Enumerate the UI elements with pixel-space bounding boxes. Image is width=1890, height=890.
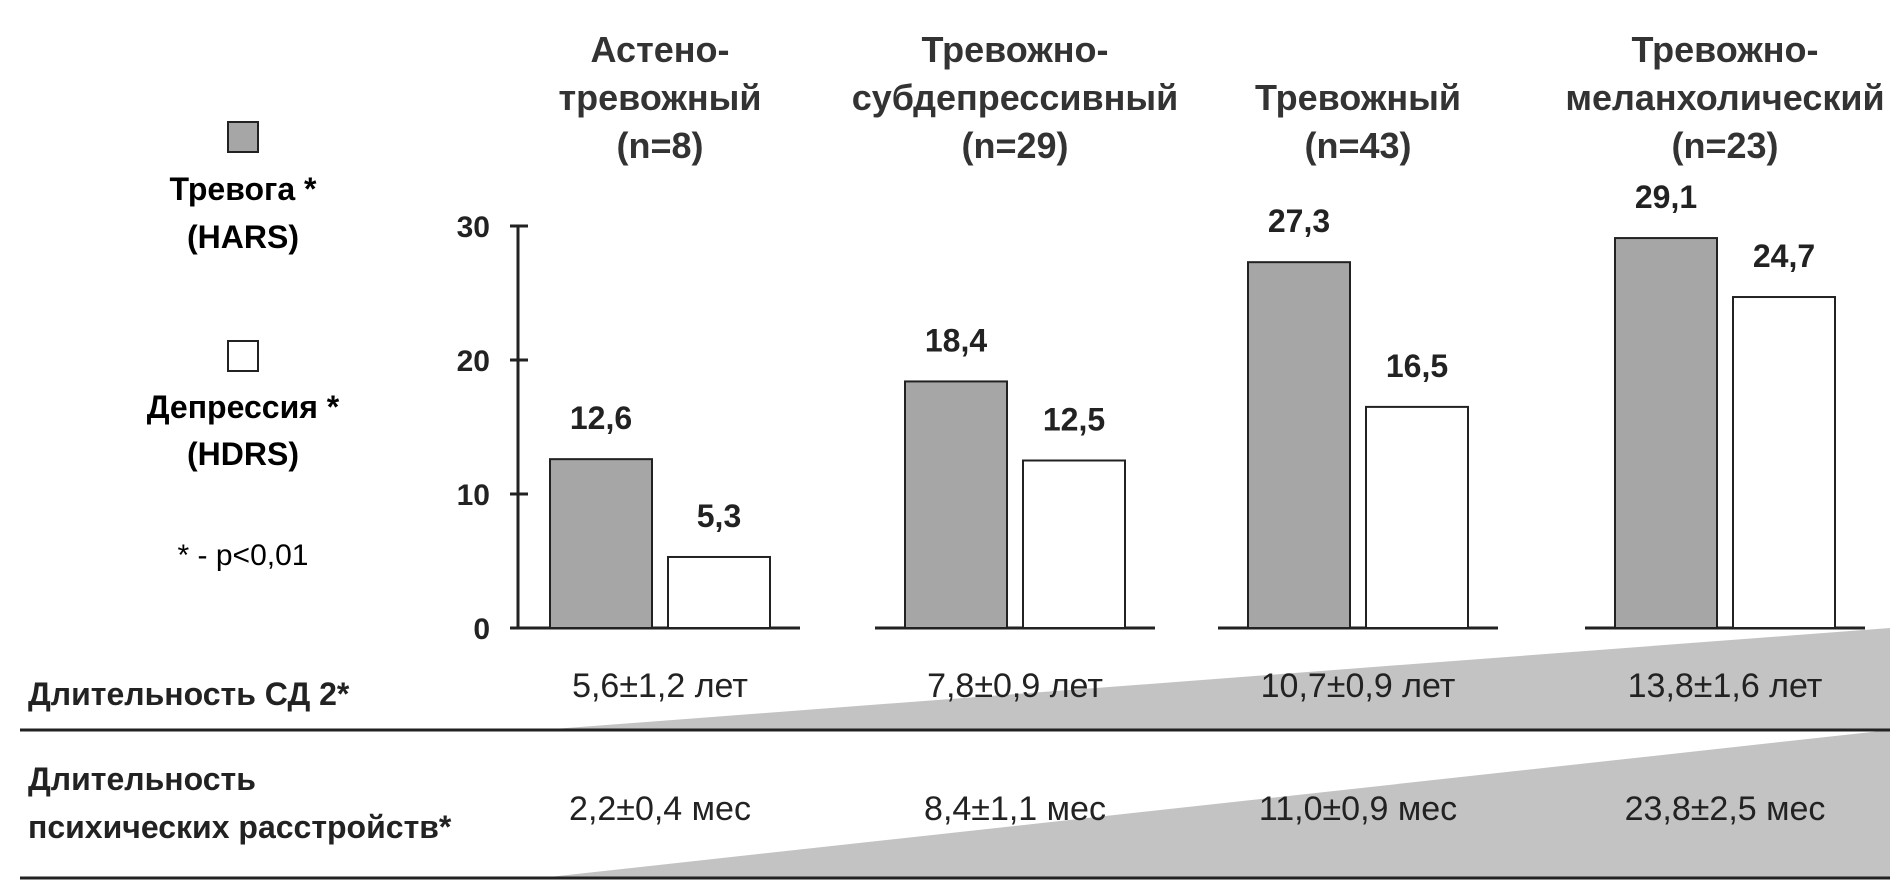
duration-table: Длительность СД 2* 5,6±1,2 лет 7,8±0,9 лет… [20, 628, 1890, 880]
bar-value-label: 12,6 [570, 400, 632, 436]
y-axis: 0 10 20 30 [457, 211, 528, 646]
table-cell: 13,8±1,6 лет [1628, 667, 1823, 705]
y-tick-label: 30 [457, 211, 490, 244]
row-label: психических расстройств* [28, 809, 452, 845]
table-cell: 10,7±0,9 лет [1261, 667, 1456, 705]
category-label: Тревожно- [921, 29, 1108, 70]
row-label: Длительность [28, 761, 256, 797]
bar-anxiety [1247, 261, 1351, 629]
bar-anxiety [904, 380, 1008, 629]
table-cell: 5,6±1,2 лет [572, 667, 748, 705]
category-label: (n=29) [961, 125, 1068, 166]
table-cell: 8,4±1,1 мес [924, 790, 1106, 828]
category-label: (n=23) [1671, 125, 1778, 166]
legend-swatch-depression [227, 340, 259, 372]
category-label: Тревожный [1255, 77, 1461, 118]
duration-wedge-diabetes [540, 628, 1890, 730]
category-headers: Астено-тревожный (n=8) Тревожно-субдепресс… [559, 29, 1885, 166]
table-cell: 7,8±0,9 лет [927, 667, 1103, 705]
bar-anxiety [549, 458, 653, 629]
category-label: субдепрессивный [852, 77, 1178, 118]
bar-value-label: 29,1 [1635, 179, 1697, 215]
bars: 12,6 18,4 27,3 29,1 5,3 12,5 16,5 24,7 [549, 179, 1836, 629]
category-label: Астено- [591, 29, 730, 70]
bar-depression [667, 555, 771, 629]
category-label: (n=43) [1304, 125, 1411, 166]
y-tick-label: 0 [473, 613, 490, 646]
category-label: Тревожно- [1631, 29, 1818, 70]
legend-depression-label: Депрессия * [147, 389, 340, 425]
bar-value-label: 18,4 [925, 322, 987, 358]
y-tick-label: 10 [457, 479, 490, 512]
bar-value-label: 12,5 [1043, 402, 1105, 438]
category-label: тревожный [559, 77, 762, 118]
bar-anxiety [1614, 237, 1718, 629]
legend: Тревога * (HARS) Депрессия * (HDRS) * - … [147, 121, 340, 572]
bar-value-label: 16,5 [1386, 348, 1448, 384]
table-cell: 2,2±0,4 мес [569, 790, 751, 828]
bar-value-label: 24,7 [1753, 238, 1815, 274]
bar-value-label: 5,3 [697, 498, 741, 534]
bar-depression [1732, 296, 1836, 629]
significance-note: * - p<0,01 [178, 539, 309, 572]
category-label: (n=8) [616, 125, 703, 166]
table-cell: 11,0±0,9 мес [1259, 790, 1457, 828]
category-label: меланхолический [1565, 77, 1884, 118]
bar-depression [1365, 405, 1469, 629]
table-cell: 23,8±2,5 мес [1625, 790, 1826, 828]
legend-anxiety-scale: (HARS) [187, 219, 299, 255]
bar-depression [1022, 459, 1126, 629]
y-tick-label: 20 [457, 345, 490, 378]
row-label: Длительность СД 2* [28, 676, 350, 712]
legend-swatch-anxiety [227, 121, 259, 153]
legend-anxiety-label: Тревога * [170, 171, 317, 207]
legend-depression-scale: (HDRS) [187, 436, 299, 472]
duration-wedge-mental [540, 730, 1890, 878]
bar-value-label: 27,3 [1268, 203, 1330, 239]
